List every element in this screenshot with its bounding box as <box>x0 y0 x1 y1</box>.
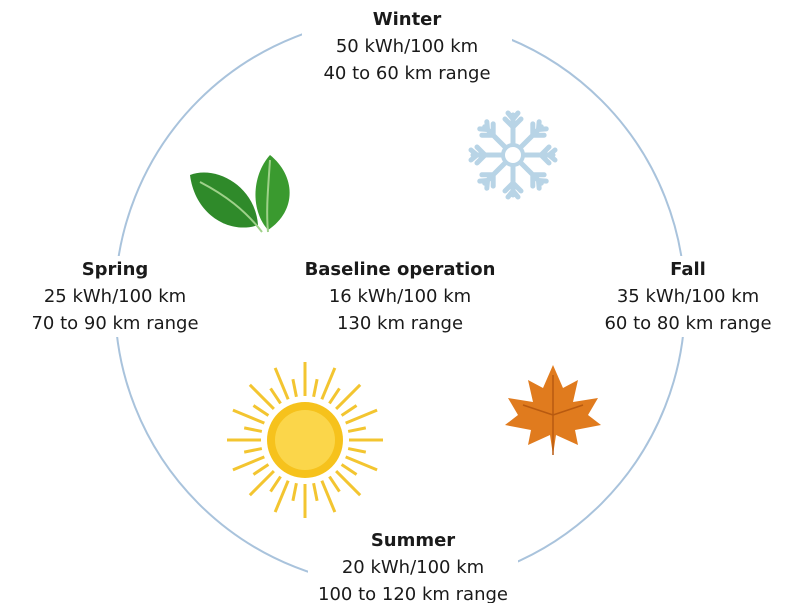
sun-ray <box>253 406 268 416</box>
snowflake-arm <box>471 147 501 163</box>
sun-ray <box>329 388 339 403</box>
sun-ray <box>336 385 360 409</box>
sun-ray <box>342 406 357 416</box>
sun-ray <box>271 388 281 403</box>
sun-ray <box>348 428 366 432</box>
sun-ray <box>314 483 318 501</box>
block-title: Baseline operation <box>305 259 496 280</box>
block-line: 50 kWh/100 km <box>336 36 478 57</box>
snowflake-branch <box>505 113 521 143</box>
label-block: Winter 50 kWh/100 km 40 to 60 km range <box>302 6 512 87</box>
snowflake-arm <box>505 167 521 197</box>
sun-ray <box>322 368 335 399</box>
block-title: Spring <box>82 259 149 280</box>
sun-ray <box>250 385 274 409</box>
sun-ray <box>346 457 377 470</box>
label-block: Baseline operation 16 kWh/100 km 130 km ra… <box>305 259 496 334</box>
season-diagram: Winter 50 kWh/100 km 40 to 60 km range Spri… <box>0 0 793 603</box>
sun-ray <box>244 428 262 432</box>
sun-ray <box>233 410 264 423</box>
snowflake-branch <box>505 167 521 197</box>
sun-ray <box>275 368 288 399</box>
sun-ray <box>233 457 264 470</box>
label-block: Fall 35 kWh/100 km 60 to 80 km range <box>583 256 793 337</box>
block-line: 35 kWh/100 km <box>617 286 759 307</box>
sun-ray <box>253 464 268 474</box>
block-line: 16 kWh/100 km <box>329 286 471 307</box>
sun-ray <box>346 410 377 423</box>
sun-ray <box>244 449 262 453</box>
snowflake-icon <box>471 113 555 197</box>
block-line: 40 to 60 km range <box>323 63 490 84</box>
block-line: 70 to 90 km range <box>31 313 198 334</box>
snowflake-branch <box>471 147 501 163</box>
snowflake-branch <box>525 147 555 163</box>
sun-ray <box>348 449 366 453</box>
label-block: Summer 20 kWh/100 km 100 to 120 km range <box>308 527 518 603</box>
sun-ray <box>329 477 339 492</box>
leaves-icon <box>190 155 290 232</box>
block-title: Fall <box>670 259 706 280</box>
block-line: 130 km range <box>337 313 463 334</box>
sun-ray <box>314 379 318 397</box>
block-line: 100 to 120 km range <box>318 584 508 603</box>
snowflake-arm <box>505 113 521 143</box>
block-line: 25 kWh/100 km <box>44 286 186 307</box>
sun-ray <box>271 477 281 492</box>
sun-ray <box>293 379 297 397</box>
sun-ray <box>293 483 297 501</box>
sun-ray <box>322 481 335 512</box>
label-block: Spring 25 kWh/100 km 70 to 90 km range <box>10 256 220 337</box>
sun-icon <box>227 362 383 518</box>
block-title: Summer <box>371 530 455 551</box>
snowflake-core <box>503 145 523 165</box>
snowflake-arm <box>525 147 555 163</box>
sun-ray <box>250 471 274 495</box>
sun-ray <box>336 471 360 495</box>
block-line: 60 to 80 km range <box>604 313 771 334</box>
sun-ray <box>275 481 288 512</box>
maple-leaf-icon <box>505 365 601 455</box>
block-title: Winter <box>373 9 442 30</box>
sun-ray <box>342 464 357 474</box>
block-line: 20 kWh/100 km <box>342 557 484 578</box>
